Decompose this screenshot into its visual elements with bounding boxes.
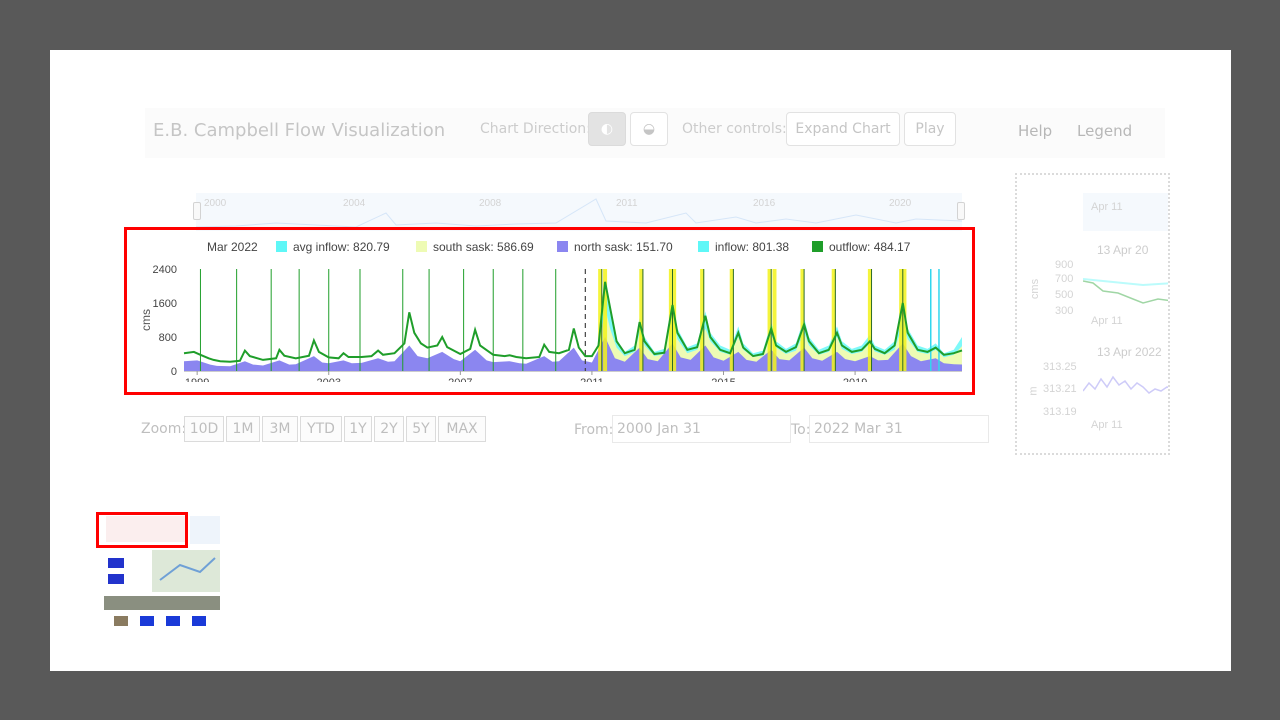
navigator[interactable]: 2000 2004 2008 2011 2016 2020 xyxy=(193,193,965,231)
zoom-2y-button[interactable]: 2Y xyxy=(374,416,404,442)
side-unit-1: cms xyxy=(1029,278,1042,300)
direction-vertical-button[interactable]: ◐ xyxy=(588,112,626,146)
y-tick-label: 0 xyxy=(171,366,177,378)
expand-chart-button[interactable]: Expand Chart xyxy=(786,112,900,146)
play-button[interactable]: Play xyxy=(904,112,956,146)
legend-date: Mar 2022 xyxy=(207,240,258,254)
zoom-5y-button[interactable]: 5Y xyxy=(406,416,436,442)
side-bottom-date-1: Apr 11 xyxy=(1091,315,1123,327)
half-circle-horizontal-icon: ◒ xyxy=(642,121,656,137)
yellow-event-marker xyxy=(772,269,777,371)
side-navigator[interactable] xyxy=(1083,193,1168,231)
slide: E.B. Campbell Flow Visualization Chart D… xyxy=(50,50,1231,671)
legend-entry: outflow: 484.17 xyxy=(829,240,911,254)
side-tick: 313.19 xyxy=(1043,406,1077,418)
app-screenshot: E.B. Campbell Flow Visualization Chart D… xyxy=(50,50,1231,671)
navigator-left-handle[interactable] xyxy=(193,202,201,220)
navigator-right-handle[interactable] xyxy=(957,202,965,220)
side-unit-2: m xyxy=(1027,386,1040,396)
legend-link[interactable]: Legend xyxy=(1077,122,1133,140)
zoom-ytd-button[interactable]: YTD xyxy=(300,416,342,442)
yellow-event-marker xyxy=(899,269,904,371)
from-label: From: xyxy=(574,422,614,438)
navigator-year: 2011 xyxy=(616,198,638,209)
yellow-event-marker xyxy=(902,269,907,371)
half-circle-vertical-icon: ◐ xyxy=(600,121,614,137)
zoom-10d-button[interactable]: 10D xyxy=(184,416,224,442)
chart-markers xyxy=(199,269,940,371)
legend-swatch-outflow xyxy=(812,241,823,252)
y-tick-label: 2400 xyxy=(153,264,177,276)
chart-legend: Mar 2022 avg inflow: 820.79 south sask: 5… xyxy=(207,240,911,254)
side-chart-1 xyxy=(1083,278,1168,304)
legend-swatch-inflow xyxy=(698,241,709,252)
navigator-year: 2000 xyxy=(204,198,227,209)
legend-entry: south sask: 586.69 xyxy=(433,240,534,254)
legend-entry: inflow: 801.38 xyxy=(715,240,789,254)
thumbnail-image xyxy=(100,510,225,630)
side-tick: 900 xyxy=(1055,259,1074,271)
yellow-event-marker xyxy=(831,269,836,371)
navigator-line xyxy=(196,198,962,228)
side-tick: 700 xyxy=(1055,273,1074,285)
legend-swatch-south-sask xyxy=(416,241,427,252)
dashboard-thumbnail xyxy=(96,510,225,630)
to-label: To: xyxy=(791,422,811,438)
navbar: E.B. Campbell Flow Visualization Chart D… xyxy=(145,108,1165,158)
chart-direction-label: Chart Direction: xyxy=(480,121,591,137)
north-sask-area xyxy=(184,337,962,371)
y-tick-label: 1600 xyxy=(153,298,177,310)
y-axis-label: cms xyxy=(139,309,153,331)
navigator-year: 2004 xyxy=(343,198,366,209)
help-link[interactable]: Help xyxy=(1018,122,1053,140)
side-tick: 500 xyxy=(1055,289,1074,301)
legend-swatch-avg-inflow xyxy=(276,241,287,252)
yellow-event-marker xyxy=(700,269,705,371)
thumbnail-highlight-frame xyxy=(96,512,188,548)
zoom-label: Zoom: xyxy=(141,421,187,437)
zoom-1m-button[interactable]: 1M xyxy=(226,416,260,442)
yellow-event-marker xyxy=(639,269,644,371)
navigator-year: 2016 xyxy=(753,198,776,209)
legend-entry: avg inflow: 820.79 xyxy=(293,240,390,254)
yellow-event-marker xyxy=(867,269,872,371)
other-controls-label: Other controls: xyxy=(682,121,787,137)
chart-series-lines xyxy=(183,281,963,363)
side-top-date: Apr 11 xyxy=(1091,201,1123,213)
side-bottom-date-2: Apr 11 xyxy=(1091,419,1123,431)
highlight-frame xyxy=(124,227,975,395)
yellow-event-marker xyxy=(767,269,772,371)
direction-horizontal-button[interactable]: ◒ xyxy=(630,112,668,146)
navigator-year: 2008 xyxy=(479,198,502,209)
legend-entry: north sask: 151.70 xyxy=(574,240,673,254)
side-tick: 313.21 xyxy=(1043,383,1077,395)
legend-swatch-north-sask xyxy=(557,241,568,252)
side-date-1: 13 Apr 20 xyxy=(1097,243,1149,257)
side-date-2: 13 Apr 2022 xyxy=(1097,345,1162,359)
zoom-max-button[interactable]: MAX xyxy=(438,416,486,442)
zoom-1y-button[interactable]: 1Y xyxy=(344,416,372,442)
side-panel: Apr 11 13 Apr 20 cms 900 700 500 300 Apr… xyxy=(1015,173,1170,455)
y-tick-label: 800 xyxy=(159,332,177,344)
zoom-3m-button[interactable]: 3M xyxy=(262,416,298,442)
side-chart-2 xyxy=(1083,375,1168,394)
side-tick: 313.25 xyxy=(1043,361,1077,373)
yellow-event-marker xyxy=(603,269,608,371)
navigator-year: 2020 xyxy=(889,198,912,209)
from-date-input[interactable] xyxy=(612,415,791,443)
to-date-input[interactable] xyxy=(809,415,989,443)
outflow-line xyxy=(183,281,963,363)
yellow-event-marker xyxy=(800,269,805,371)
app-title: E.B. Campbell Flow Visualization xyxy=(153,120,446,141)
side-tick: 300 xyxy=(1055,305,1074,317)
yellow-event-marker xyxy=(729,269,734,371)
